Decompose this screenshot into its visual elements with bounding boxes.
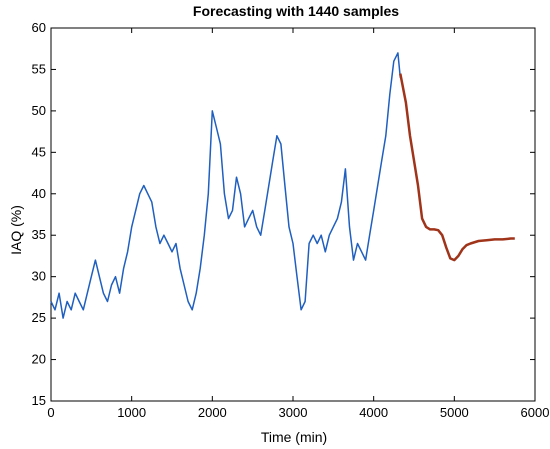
chart-title: Forecasting with 1440 samples bbox=[193, 3, 399, 19]
x-tick-label: 4000 bbox=[359, 405, 388, 420]
y-axis-label: IAQ (%) bbox=[8, 205, 24, 255]
x-tick-label: 0 bbox=[47, 405, 54, 420]
x-tick-label: 3000 bbox=[279, 405, 308, 420]
y-tick-label: 40 bbox=[32, 186, 46, 201]
y-axis-ticks: 15 20 25 30 35 40 45 50 55 60 bbox=[32, 20, 535, 408]
y-tick-label: 55 bbox=[32, 61, 46, 76]
y-tick-label: 45 bbox=[32, 144, 46, 159]
y-tick-label: 50 bbox=[32, 103, 46, 118]
y-tick-label: 15 bbox=[32, 393, 46, 408]
x-tick-label: 2000 bbox=[198, 405, 227, 420]
y-tick-label: 35 bbox=[32, 227, 46, 242]
series-lines bbox=[50, 52, 515, 319]
x-tick-label: 1000 bbox=[117, 405, 146, 420]
plot-area bbox=[50, 27, 536, 402]
measured-series-line bbox=[50, 52, 402, 319]
y-tick-label: 60 bbox=[32, 20, 46, 35]
y-tick-label: 20 bbox=[32, 352, 46, 367]
x-axis-ticks: 0 1000 2000 3000 4000 5000 6000 bbox=[47, 28, 549, 420]
forecast-series-line bbox=[399, 73, 515, 262]
y-tick-label: 30 bbox=[32, 269, 46, 284]
x-tick-label: 5000 bbox=[440, 405, 469, 420]
y-tick-label: 25 bbox=[32, 310, 46, 325]
x-axis-label: Time (min) bbox=[261, 429, 327, 445]
x-tick-label: 6000 bbox=[521, 405, 550, 420]
